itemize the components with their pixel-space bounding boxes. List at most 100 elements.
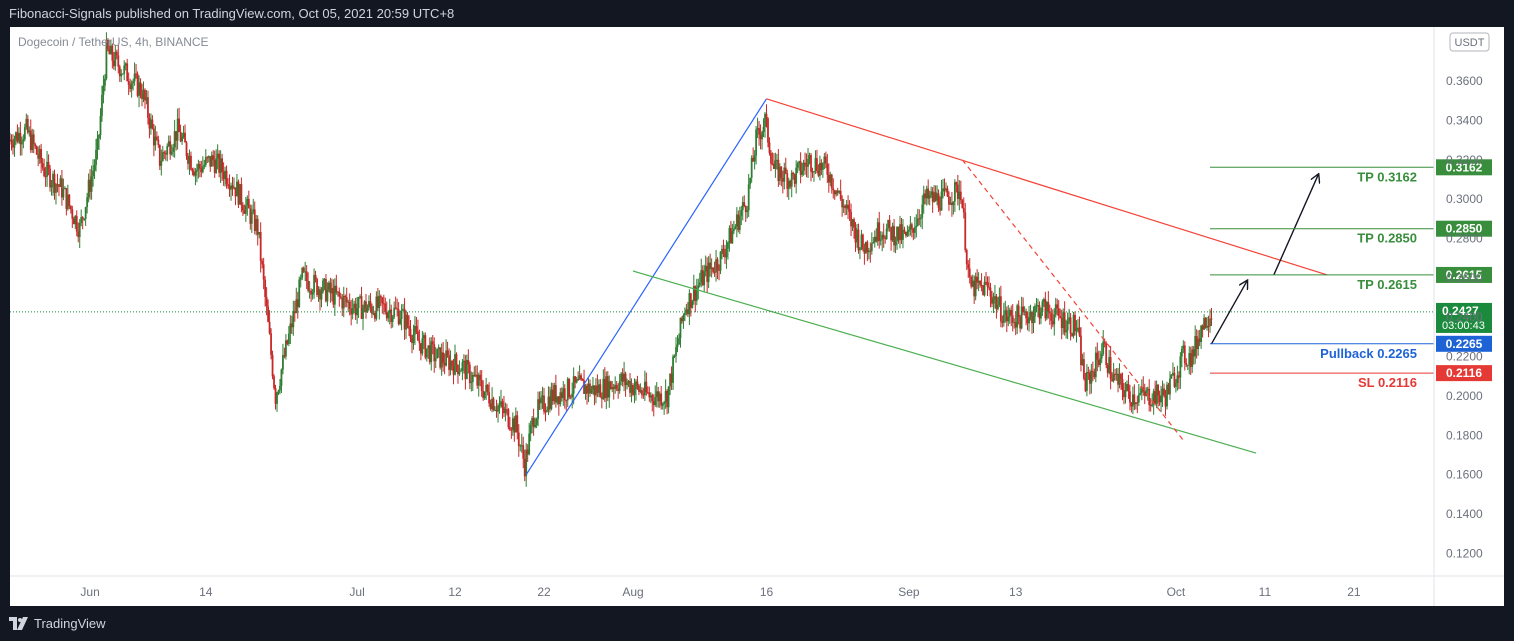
candle-body bbox=[879, 239, 882, 241]
candle-body bbox=[1203, 317, 1205, 330]
candle-body bbox=[902, 229, 904, 240]
chart-frame[interactable]: TP 0.3162 0.3162 TP 0.2850 0.2850 TP 0.2615 0… bbox=[9, 27, 1504, 606]
candle-body bbox=[983, 281, 986, 296]
candle-body bbox=[1192, 349, 1195, 357]
candle-body bbox=[1032, 316, 1035, 324]
candle-body bbox=[773, 164, 775, 169]
candle-body bbox=[646, 392, 649, 394]
candle-body bbox=[603, 378, 606, 399]
candle-body bbox=[928, 195, 931, 199]
candle-body bbox=[998, 296, 1001, 305]
candle-body bbox=[1063, 312, 1066, 333]
candle-body bbox=[658, 393, 661, 402]
candle-body bbox=[305, 271, 308, 282]
candle-body bbox=[376, 296, 379, 308]
candle-body bbox=[1198, 338, 1201, 343]
candle-body bbox=[750, 157, 753, 178]
candle-body bbox=[734, 226, 737, 229]
candle-body bbox=[550, 389, 553, 409]
candle-body bbox=[369, 301, 372, 307]
candle-body bbox=[80, 217, 83, 224]
candle-body bbox=[93, 165, 96, 171]
candle-body bbox=[906, 231, 909, 236]
candle-body bbox=[276, 393, 278, 404]
candle-body bbox=[854, 227, 857, 243]
candle-body bbox=[273, 376, 275, 389]
candle-body bbox=[182, 132, 185, 138]
candle-body bbox=[115, 51, 118, 56]
candle-body bbox=[328, 282, 330, 290]
candle-body bbox=[163, 152, 166, 154]
candle-body bbox=[965, 250, 968, 265]
candle-body bbox=[574, 376, 577, 383]
candle-body bbox=[22, 139, 25, 142]
candle-body bbox=[374, 313, 376, 319]
candle-body bbox=[237, 181, 240, 205]
candle-body bbox=[1158, 395, 1161, 403]
tradingview-logo[interactable]: TradingView bbox=[9, 616, 106, 631]
candle-body bbox=[172, 147, 175, 152]
candle-body bbox=[1037, 305, 1039, 307]
candle-body bbox=[894, 240, 897, 246]
candle-body bbox=[501, 401, 504, 408]
candle-body bbox=[887, 219, 890, 229]
candle-body bbox=[9, 139, 11, 141]
candle-body bbox=[824, 156, 827, 164]
candle-body bbox=[40, 149, 43, 164]
candle-body bbox=[1091, 370, 1094, 372]
candle-body bbox=[875, 236, 878, 242]
candle-body bbox=[819, 162, 821, 176]
candle-body bbox=[121, 73, 124, 75]
candle-body bbox=[1157, 384, 1159, 396]
candle-body bbox=[78, 223, 81, 238]
candle-body bbox=[890, 227, 892, 241]
candle-body bbox=[639, 390, 642, 392]
price-axis: 0.3600 0.3400 0.3200 0.3000 0.2800 0.2600 0.24… bbox=[1433, 27, 1483, 606]
candle-body bbox=[112, 60, 115, 67]
candle-body bbox=[224, 170, 226, 180]
candle-body bbox=[973, 280, 976, 297]
candle-body bbox=[682, 315, 685, 322]
candle-body bbox=[581, 378, 584, 381]
candle-body bbox=[132, 81, 135, 84]
candle-body bbox=[338, 291, 341, 297]
candle-body bbox=[23, 127, 26, 140]
price-tick-label: 0.2200 bbox=[1446, 350, 1483, 364]
candle-body bbox=[341, 297, 344, 309]
candle-body bbox=[52, 173, 54, 185]
candle-body bbox=[353, 303, 356, 309]
candle-body bbox=[787, 180, 790, 189]
candle-body bbox=[744, 206, 747, 213]
candle-body bbox=[704, 265, 707, 272]
currency-badge[interactable]: USDT bbox=[1449, 32, 1490, 52]
price-chart[interactable]: TP 0.3162 0.3162 TP 0.2850 0.2850 TP 0.2615 0… bbox=[9, 27, 1504, 606]
candle-body bbox=[727, 242, 729, 249]
candle-body bbox=[161, 152, 164, 161]
candle-body bbox=[612, 387, 615, 389]
candle-body bbox=[719, 251, 722, 271]
candle-body bbox=[971, 280, 974, 287]
candle-body bbox=[1204, 317, 1207, 328]
candle-body bbox=[1146, 388, 1149, 391]
candle-body bbox=[219, 158, 222, 173]
candle-body bbox=[813, 171, 815, 173]
candle-body bbox=[175, 131, 178, 141]
candle-body bbox=[1007, 316, 1010, 322]
candle-body bbox=[568, 378, 571, 397]
candle-body bbox=[129, 84, 132, 89]
candle-body bbox=[234, 187, 237, 197]
candle-body bbox=[949, 202, 952, 205]
candle-body bbox=[816, 158, 818, 171]
candle-body bbox=[1096, 352, 1099, 360]
candle-body bbox=[580, 375, 582, 379]
level-label: SL 0.2116 bbox=[1358, 375, 1417, 390]
level-price-tag bbox=[1436, 335, 1492, 352]
candle-body bbox=[778, 166, 781, 181]
candle-body bbox=[888, 219, 891, 228]
candle-body bbox=[72, 218, 75, 225]
candle-body bbox=[474, 374, 477, 376]
candle-body bbox=[81, 217, 84, 219]
candle-body bbox=[246, 198, 249, 206]
level-price-tag-label: 0.2850 bbox=[1446, 222, 1483, 236]
last-price-tag bbox=[1436, 302, 1492, 333]
